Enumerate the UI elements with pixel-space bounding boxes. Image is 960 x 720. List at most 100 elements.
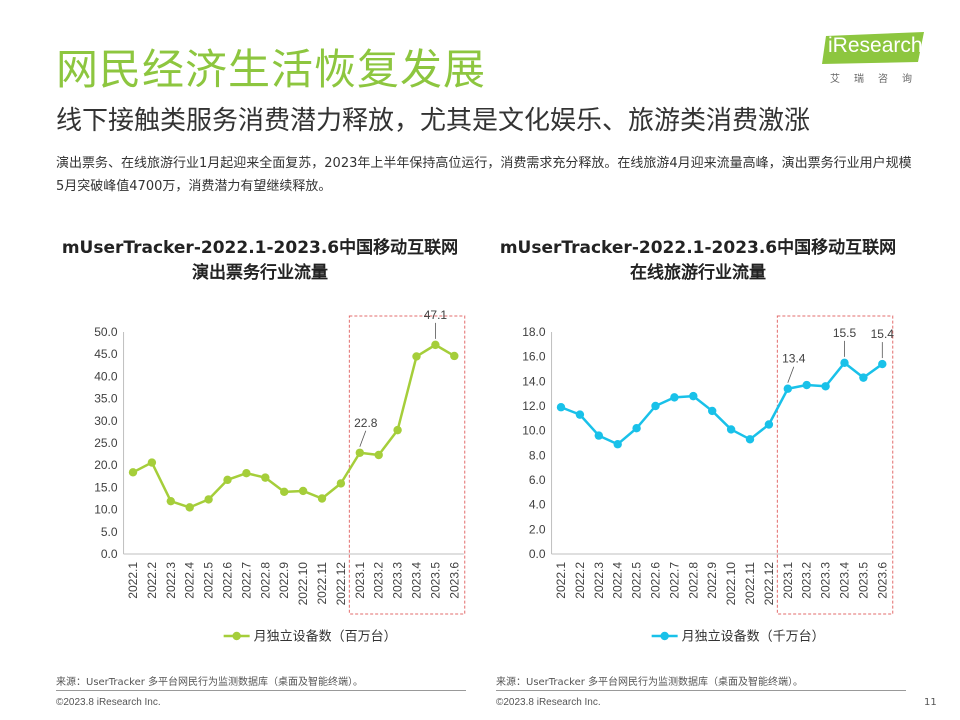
x-tick-label: 2023.5 xyxy=(856,562,870,599)
y-tick-label: 5.0 xyxy=(101,525,118,539)
data-point xyxy=(613,440,622,449)
data-point xyxy=(355,448,364,457)
data-point xyxy=(764,420,774,429)
y-tick-label: 12.0 xyxy=(522,399,546,413)
y-tick-label: 6.0 xyxy=(529,473,546,487)
data-point xyxy=(374,450,383,460)
data-point xyxy=(298,486,308,496)
data-point xyxy=(840,358,849,368)
x-tick-label: 2022.8 xyxy=(258,562,272,599)
data-point xyxy=(450,351,459,361)
x-tick-label: 2022.9 xyxy=(705,562,719,599)
y-tick-label: 35.0 xyxy=(94,392,118,406)
data-point xyxy=(147,458,157,467)
x-tick-label: 2023.2 xyxy=(372,562,386,599)
y-tick-label: 8.0 xyxy=(529,448,546,462)
data-label-leader xyxy=(359,430,367,447)
x-tick-label: 2022.6 xyxy=(649,562,663,599)
y-tick-label: 14.0 xyxy=(522,374,546,388)
highlight-box xyxy=(348,315,466,615)
data-point xyxy=(317,494,327,503)
data-label: 22.8 xyxy=(354,416,378,430)
x-tick-label: 2022.4 xyxy=(183,562,197,599)
x-tick-label: 2022.11 xyxy=(743,562,757,605)
data-point xyxy=(594,431,603,440)
right-line-chart: 0.0 2.0 4.0 6.0 8.0 10.0 12.0 14.0 16.0 18.0 2022.… xyxy=(522,315,895,645)
page-subtitle: 线下接触类服务消费潜力释放，尤其是文化娱乐、旅游类消费激涨 xyxy=(56,106,811,136)
x-tick-label: 2022.2 xyxy=(145,562,159,599)
x-tick-label: 2023.6 xyxy=(875,562,889,599)
y-tick-label: 15.0 xyxy=(94,480,118,494)
x-tick-label: 2023.1 xyxy=(353,562,367,599)
data-point xyxy=(242,468,251,478)
data-label-leader xyxy=(787,366,795,383)
right-source-note: 来源：UserTracker 多平台网民行为监测数据库（桌面及智能终端）。 xyxy=(496,677,804,688)
data-point xyxy=(412,352,421,361)
data-point xyxy=(670,393,679,402)
left-footer-divider xyxy=(56,690,466,691)
data-point xyxy=(185,503,194,512)
y-tick-label: 45.0 xyxy=(94,347,118,361)
data-point xyxy=(128,468,138,477)
x-tick-label: 2022.7 xyxy=(239,562,253,599)
x-tick-label: 2023.1 xyxy=(781,562,795,599)
right-copyright: ©2023.8 iResearch Inc. xyxy=(496,697,601,708)
logo-parallelogram xyxy=(822,32,924,64)
y-tick-label: 10.0 xyxy=(94,503,118,517)
x-tick-label: 2022.4 xyxy=(611,562,625,599)
x-tick-label: 2022.11 xyxy=(315,562,329,605)
data-point xyxy=(280,487,289,497)
right-chart-title-line2: 在线旅游行业流量 xyxy=(630,263,766,283)
right-footer-divider xyxy=(496,690,906,691)
right-chart-title-line1: mUserTracker-2022.1-2023.6中国移动互联网 xyxy=(499,238,897,258)
y-tick-label: 18.0 xyxy=(522,325,546,339)
y-tick-label: 40.0 xyxy=(94,369,118,383)
legend-label: 月独立设备数（千万台） xyxy=(682,629,825,645)
logo-subtext: 艾瑞咨询 xyxy=(830,74,926,85)
left-chart-title-line2: 演出票务行业流量 xyxy=(192,263,328,283)
highlight-box xyxy=(776,315,894,615)
data-point xyxy=(166,496,175,506)
left-source-note: 来源：UserTracker 多平台网民行为监测数据库（桌面及智能终端）。 xyxy=(56,677,364,688)
data-point xyxy=(689,391,698,401)
left-chart-title-line1: mUserTracker-2022.1-2023.6中国移动互联网 xyxy=(61,238,459,258)
data-point xyxy=(204,495,213,504)
right-chart-title: mUserTracker-2022.1-2023.6中国移动互联网 在线旅游行业… xyxy=(478,236,918,286)
y-tick-label: 20.0 xyxy=(94,458,118,472)
data-point xyxy=(708,406,717,416)
x-tick-label: 2022.1 xyxy=(554,562,568,599)
data-label: 15.4 xyxy=(871,327,895,341)
y-tick-label: 0.0 xyxy=(101,547,118,561)
left-copyright: ©2023.8 iResearch Inc. xyxy=(56,697,161,708)
x-tick-label: 2023.6 xyxy=(447,562,461,599)
page-number: 11 xyxy=(924,697,937,708)
data-label: 13.4 xyxy=(782,352,806,366)
left-chart-title: mUserTracker-2022.1-2023.6中国移动互联网 演出票务行业… xyxy=(40,236,480,286)
data-label: 47.1 xyxy=(424,308,448,322)
data-point xyxy=(632,424,641,433)
page-description: 演出票务、在线旅游行业1月起迎来全面复苏，2023年上半年保持高位运行，消费需求… xyxy=(56,156,912,194)
series-line xyxy=(560,361,884,446)
x-tick-label: 2022.2 xyxy=(573,562,587,599)
data-point xyxy=(726,425,736,434)
x-tick-label: 2022.8 xyxy=(686,562,700,599)
legend-label: 月独立设备数（百万台） xyxy=(254,629,397,645)
data-point xyxy=(393,425,402,435)
data-point xyxy=(556,403,566,412)
y-tick-label: 30.0 xyxy=(94,414,118,428)
legend-marker xyxy=(660,631,669,641)
x-tick-label: 2022.3 xyxy=(164,562,178,599)
data-point xyxy=(802,380,811,390)
y-tick-label: 4.0 xyxy=(529,498,546,512)
x-tick-label: 2022.10 xyxy=(296,562,310,606)
x-tick-label: 2022.10 xyxy=(724,562,738,606)
data-point xyxy=(651,401,660,411)
y-tick-label: 10.0 xyxy=(522,424,546,438)
series-line xyxy=(132,343,455,509)
x-tick-label: 2022.9 xyxy=(277,562,291,599)
data-label: 15.5 xyxy=(833,326,857,340)
y-tick-label: 2.0 xyxy=(529,522,546,536)
logo-text: iResearch xyxy=(828,34,923,57)
x-tick-label: 2022.5 xyxy=(630,562,644,599)
data-point xyxy=(821,382,830,391)
